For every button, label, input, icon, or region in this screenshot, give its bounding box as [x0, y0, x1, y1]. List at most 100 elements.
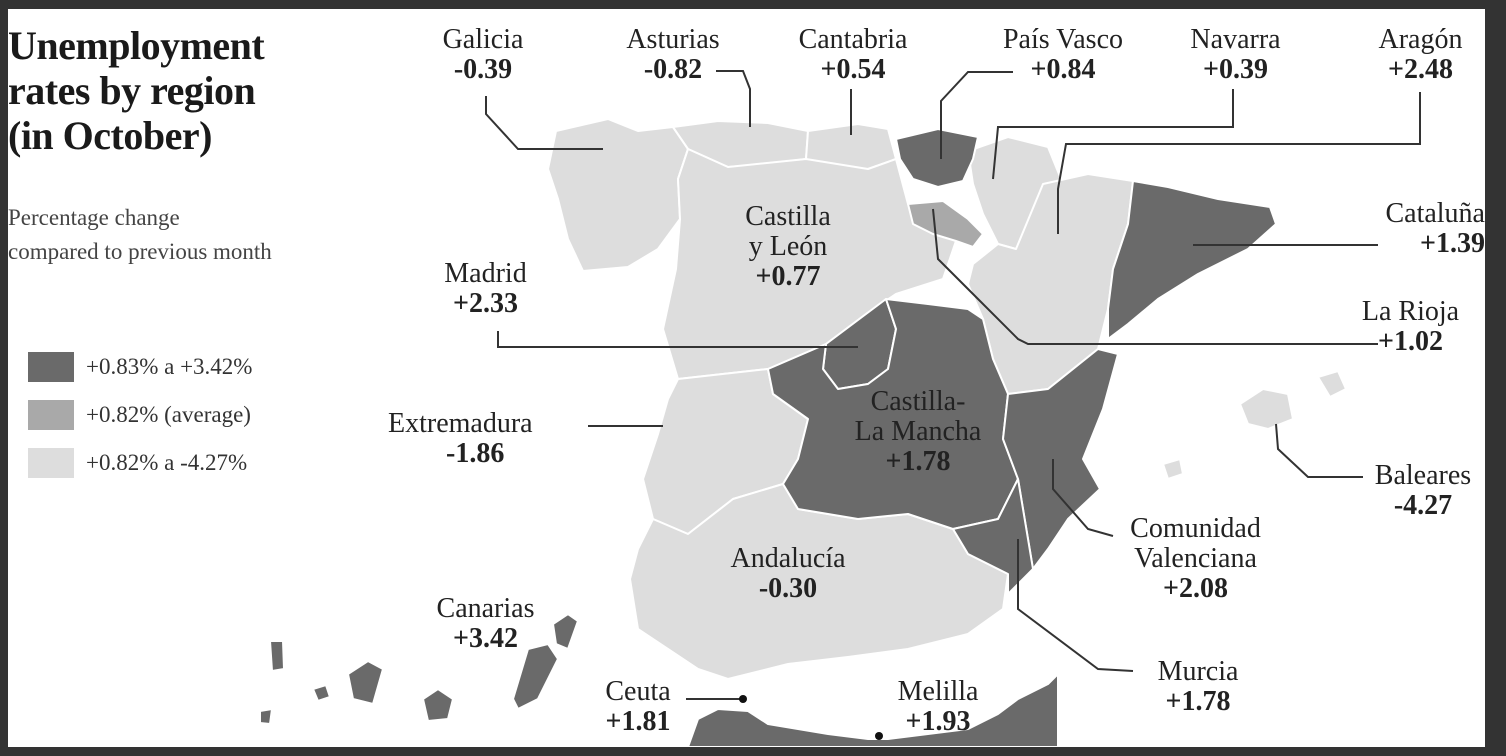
- title-line-1: Unemployment: [8, 23, 265, 68]
- value-la-rioja: +1.02: [1378, 326, 1443, 357]
- name-murcia: Murcia: [1157, 656, 1239, 687]
- subtitle-line-2: compared to previous month: [8, 239, 272, 264]
- name-asturias: Asturias: [626, 24, 720, 55]
- label-galicia: Galicia -0.39: [428, 25, 538, 85]
- title-line-3: (in October): [8, 113, 212, 158]
- label-murcia: Murcia +1.78: [1138, 657, 1258, 717]
- name-valenciana-2: Valenciana: [1134, 543, 1257, 574]
- label-cataluna: Cataluña +1.39: [1343, 199, 1485, 259]
- name-clm-2: La Mancha: [854, 416, 982, 447]
- value-extremadura: -1.86: [446, 438, 505, 469]
- name-melilla: Melilla: [897, 676, 979, 707]
- chart-subtitle: Percentage change compared to previous m…: [8, 201, 272, 269]
- name-aragon: Aragón: [1378, 24, 1463, 55]
- value-melilla: +1.93: [905, 706, 971, 737]
- label-valenciana: Comunidad Valenciana +2.08: [1108, 514, 1283, 604]
- label-ceuta: Ceuta +1.81: [588, 677, 688, 737]
- name-navarra: Navarra: [1190, 24, 1281, 55]
- name-cataluna: Cataluña: [1385, 198, 1485, 229]
- region-shape-pais-vasco: [895, 128, 979, 188]
- spain-map: [259, 70, 1421, 747]
- value-cantabria: +0.54: [820, 54, 886, 85]
- label-melilla: Melilla +1.93: [883, 677, 993, 737]
- label-andalucia: Andalucía -0.30: [708, 544, 868, 604]
- chart-title: Unemployment rates by region (in October…: [8, 23, 265, 158]
- name-madrid: Madrid: [444, 258, 527, 289]
- name-la-rioja: La Rioja: [1361, 296, 1460, 327]
- name-pais-vasco: País Vasco: [1002, 24, 1124, 55]
- legend-item-high: +0.83% a +3.42%: [28, 343, 252, 391]
- name-clm-1: Castilla-: [870, 386, 966, 417]
- dot-melilla: [875, 732, 883, 740]
- value-ceuta: +1.81: [605, 706, 671, 737]
- name-valenciana-1: Comunidad: [1130, 513, 1261, 544]
- value-baleares: -4.27: [1393, 490, 1453, 521]
- name-ceuta: Ceuta: [605, 676, 671, 707]
- legend-label-low: +0.82% a -4.27%: [86, 450, 248, 475]
- value-valenciana: +2.08: [1163, 573, 1228, 604]
- leader-madrid: [497, 331, 858, 348]
- value-andalucia: -0.30: [758, 573, 818, 604]
- leader-asturias: [716, 70, 751, 127]
- leader-aragon: [1057, 92, 1421, 234]
- map-card: Unemployment rates by region (in October…: [8, 9, 1485, 747]
- value-castilla-leon: +0.77: [755, 261, 821, 292]
- name-castilla-leon-2: y León: [748, 231, 828, 262]
- legend-item-average: +0.82% (average): [28, 391, 252, 439]
- region-shape-castilla-la-mancha: [767, 298, 1019, 530]
- label-canarias: Canarias +3.42: [418, 594, 553, 654]
- value-castilla-la-mancha: +1.78: [885, 446, 951, 477]
- leader-baleares: [1275, 423, 1363, 478]
- region-shape-ceuta-morocco: [687, 673, 1059, 747]
- leader-valenciana: [1052, 459, 1114, 537]
- region-shape-baleares-2: [1317, 370, 1347, 398]
- label-aragon: Aragón +2.48: [1363, 25, 1478, 85]
- legend-swatch-high: [28, 352, 74, 382]
- label-cantabria: Cantabria +0.54: [778, 25, 928, 85]
- legend-label-high: +0.83% a +3.42%: [86, 354, 253, 379]
- legend-swatch-average: [28, 400, 74, 430]
- region-shape-canarias: [259, 613, 579, 725]
- label-navarra: Navarra +0.39: [1173, 25, 1298, 85]
- name-baleares: Baleares: [1374, 460, 1472, 491]
- value-navarra: +0.39: [1203, 54, 1268, 85]
- leader-navarra: [992, 89, 1234, 180]
- legend: +0.83% a +3.42% +0.82% (average) +0.82% …: [28, 343, 252, 487]
- value-murcia: +1.78: [1165, 686, 1231, 717]
- value-aragon: +2.48: [1388, 54, 1453, 85]
- region-shape-cataluna: [1107, 180, 1277, 340]
- leader-pais-vasco: [940, 71, 1013, 159]
- label-pais-vasco: País Vasco +0.84: [983, 25, 1143, 85]
- legend-label-average: +0.82% (average): [86, 402, 251, 427]
- name-canarias: Canarias: [436, 593, 535, 624]
- leader-galicia: [485, 96, 603, 150]
- dot-ceuta: [739, 695, 747, 703]
- legend-swatch-low: [28, 448, 74, 478]
- label-la-rioja: La Rioja +1.02: [1348, 297, 1473, 357]
- subtitle-line-1: Percentage change: [8, 205, 180, 230]
- region-shape-baleares-3: [1162, 458, 1184, 480]
- legend-item-low: +0.82% a -4.27%: [28, 439, 252, 487]
- value-pais-vasco: +0.84: [1030, 54, 1096, 85]
- value-asturias: -0.82: [643, 54, 703, 85]
- region-shape-baleares: [1239, 388, 1294, 430]
- region-shape-murcia: [952, 478, 1034, 595]
- title-line-2: rates by region: [8, 68, 256, 113]
- label-castilla-la-mancha: Castilla- La Mancha +1.78: [843, 387, 993, 477]
- name-andalucia: Andalucía: [730, 543, 846, 574]
- region-shape-galicia: [547, 118, 689, 272]
- name-castilla-leon-1: Castilla: [745, 201, 831, 232]
- leader-murcia: [1017, 539, 1134, 672]
- label-castilla-leon: Castilla y León +0.77: [723, 202, 853, 292]
- label-baleares: Baleares -4.27: [1363, 461, 1483, 521]
- label-extremadura: Extremadura -1.86: [388, 409, 588, 469]
- value-canarias: +3.42: [453, 623, 518, 654]
- region-shape-la-rioja: [907, 200, 984, 248]
- name-cantabria: Cantabria: [798, 24, 908, 55]
- name-extremadura: Extremadura: [388, 408, 533, 439]
- value-galicia: -0.39: [453, 54, 513, 85]
- leader-la-rioja: [932, 208, 1378, 345]
- value-madrid: +2.33: [453, 288, 518, 319]
- label-asturias: Asturias -0.82: [608, 25, 738, 85]
- value-cataluna: +1.39: [1420, 228, 1485, 259]
